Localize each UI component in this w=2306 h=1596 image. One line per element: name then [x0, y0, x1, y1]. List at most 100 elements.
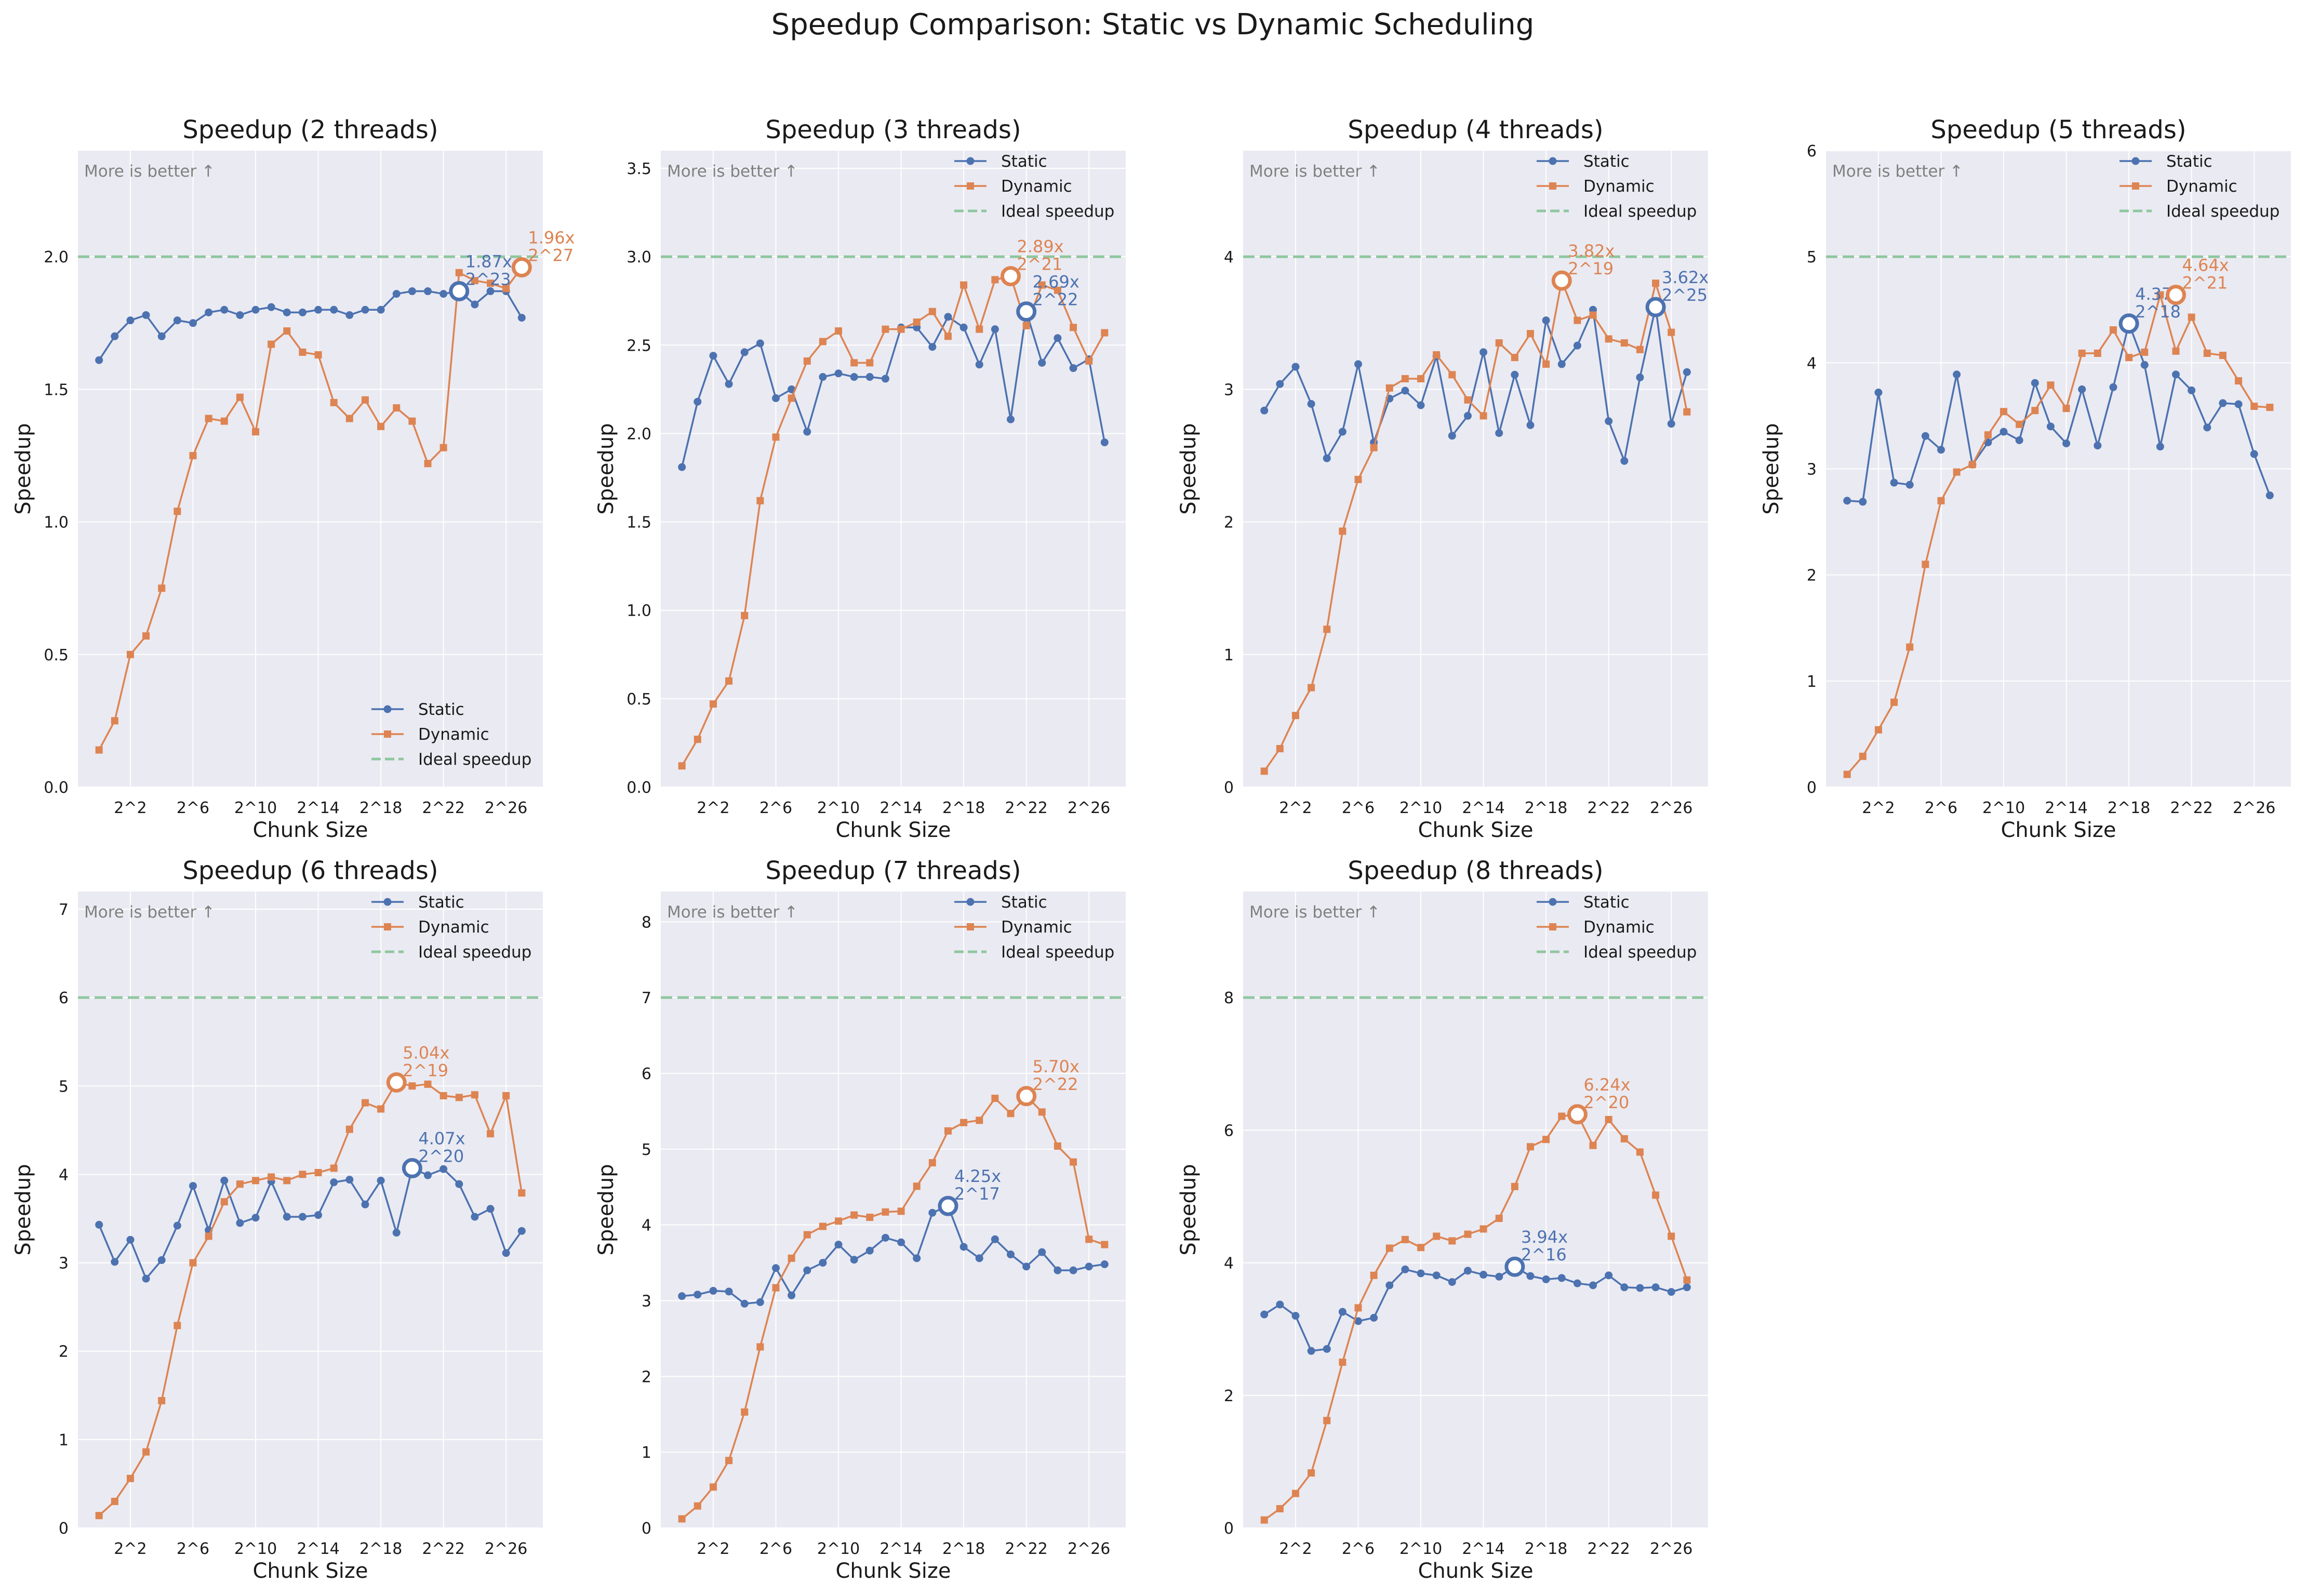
- legend-static-marker: [1549, 898, 1557, 906]
- static-point: [2265, 491, 2274, 500]
- dynamic-point: [991, 1095, 999, 1102]
- dynamic-point: [471, 277, 478, 285]
- annotation-value: 5.70x: [1033, 1057, 1079, 1076]
- dynamic-point: [2094, 349, 2101, 357]
- x-tick-label: 2^10: [1399, 799, 1442, 817]
- panel-title: Speedup (3 threads): [765, 115, 1021, 144]
- static-point: [361, 305, 369, 314]
- annotation-chunk: 2^22: [1033, 1074, 1078, 1094]
- dynamic-point: [2172, 347, 2180, 355]
- static-point: [1495, 1272, 1503, 1281]
- x-tick-label: 2^10: [817, 1540, 860, 1558]
- note-text: More is better ↑: [667, 162, 798, 181]
- static-point: [865, 1246, 874, 1255]
- y-tick-label: 6: [642, 1065, 651, 1083]
- y-tick-label: 6: [1807, 142, 1817, 161]
- x-tick-label: 2^6: [1925, 799, 1957, 817]
- static-point: [236, 1219, 244, 1227]
- y-tick-label: 1: [1224, 646, 1234, 664]
- chart-panels: Speedup (2 threads) Chunk Size Speedup 0.0 0…: [11, 115, 2291, 1583]
- dynamic-point: [944, 332, 952, 340]
- static-point: [1401, 1265, 1409, 1273]
- static-point: [455, 1180, 463, 1188]
- legend-dynamic-label: Dynamic: [2166, 177, 2237, 196]
- plot-area: [1243, 892, 1708, 1528]
- dynamic-point: [913, 1182, 921, 1190]
- dynamic-point: [2109, 326, 2117, 334]
- static-point: [2234, 400, 2243, 408]
- static-point: [502, 1249, 510, 1257]
- note-text: More is better ↑: [84, 162, 215, 181]
- dynamic-point: [142, 1448, 150, 1456]
- dynamic-point: [2125, 354, 2133, 362]
- static-point: [1307, 400, 1315, 408]
- x-tick-label: 2^26: [485, 1540, 527, 1558]
- static-point: [1526, 421, 1535, 429]
- dynamic-point: [1339, 1358, 1347, 1366]
- static-point: [439, 290, 448, 298]
- static-point: [1463, 1267, 1472, 1275]
- static-best-marker: [1016, 301, 1037, 322]
- dynamic-point: [803, 1231, 811, 1239]
- x-tick-label: 2^26: [1650, 799, 1692, 817]
- x-axis-label: Chunk Size: [253, 1559, 368, 1583]
- static-point: [1542, 316, 1550, 325]
- dynamic-point: [158, 584, 166, 592]
- annotation-chunk: 2^18: [2135, 302, 2181, 322]
- x-axis-label: Chunk Size: [1418, 818, 1534, 842]
- dynamic-point: [1323, 626, 1331, 633]
- dynamic-point: [1007, 1110, 1015, 1118]
- y-axis-label: Speedup: [1177, 1164, 1201, 1255]
- dynamic-point: [1433, 351, 1441, 359]
- x-tick-label: 2^18: [942, 1540, 985, 1558]
- panel-title: Speedup (4 threads): [1348, 115, 1603, 144]
- dynamic-point: [361, 396, 369, 404]
- dynamic-point: [1339, 527, 1347, 535]
- dynamic-point: [866, 1214, 874, 1221]
- y-tick-label: 6: [1224, 1122, 1234, 1140]
- annotation-value: 5.04x: [403, 1043, 449, 1063]
- dynamic-point: [1542, 1136, 1550, 1143]
- static-point: [361, 1200, 369, 1208]
- dynamic-point: [2188, 313, 2195, 321]
- x-tick-label: 2^2: [1279, 799, 1312, 817]
- static-point: [2046, 422, 2055, 431]
- dynamic-best-marker: [1001, 266, 1021, 287]
- y-tick-label: 4: [1807, 354, 1817, 373]
- annotation-chunk: 2^23: [465, 270, 511, 289]
- static-point: [819, 1259, 827, 1267]
- y-tick-label: 2: [1224, 514, 1234, 532]
- dynamic-point: [361, 1099, 369, 1107]
- dynamic-point: [299, 348, 306, 356]
- annotation-value: 3.62x: [1662, 268, 1709, 287]
- dynamic-point: [377, 422, 385, 430]
- static-point: [471, 300, 479, 309]
- dynamic-point: [299, 1171, 306, 1178]
- dynamic-point: [1859, 752, 1867, 760]
- dynamic-point: [487, 1130, 495, 1138]
- static-point: [1069, 364, 1077, 373]
- static-point: [95, 1220, 103, 1229]
- legend: Static Dynamic Ideal speedup: [1537, 152, 1697, 221]
- static-point: [1100, 1260, 1109, 1268]
- dynamic-point: [1022, 322, 1030, 329]
- x-tick-label: 2^26: [1650, 1540, 1692, 1558]
- dynamic-point: [1385, 384, 1393, 392]
- static-point: [157, 1256, 166, 1264]
- panel-title: Speedup (7 threads): [765, 856, 1021, 885]
- plot-area: [78, 892, 543, 1528]
- legend-ideal-label: Ideal speedup: [418, 943, 531, 962]
- static-point: [1636, 1284, 1644, 1292]
- y-tick-label: 2.0: [44, 248, 69, 267]
- static-point: [881, 1233, 889, 1242]
- x-axis-label: Chunk Size: [1418, 1559, 1534, 1583]
- dynamic-point: [2141, 348, 2149, 356]
- y-tick-label: 3: [642, 1293, 651, 1311]
- dynamic-point: [439, 444, 447, 451]
- static-point: [709, 1287, 717, 1295]
- dynamic-point: [897, 325, 905, 333]
- static-best-marker: [449, 281, 470, 302]
- dynamic-point: [1038, 1108, 1046, 1116]
- x-tick-label: 2^10: [234, 799, 277, 817]
